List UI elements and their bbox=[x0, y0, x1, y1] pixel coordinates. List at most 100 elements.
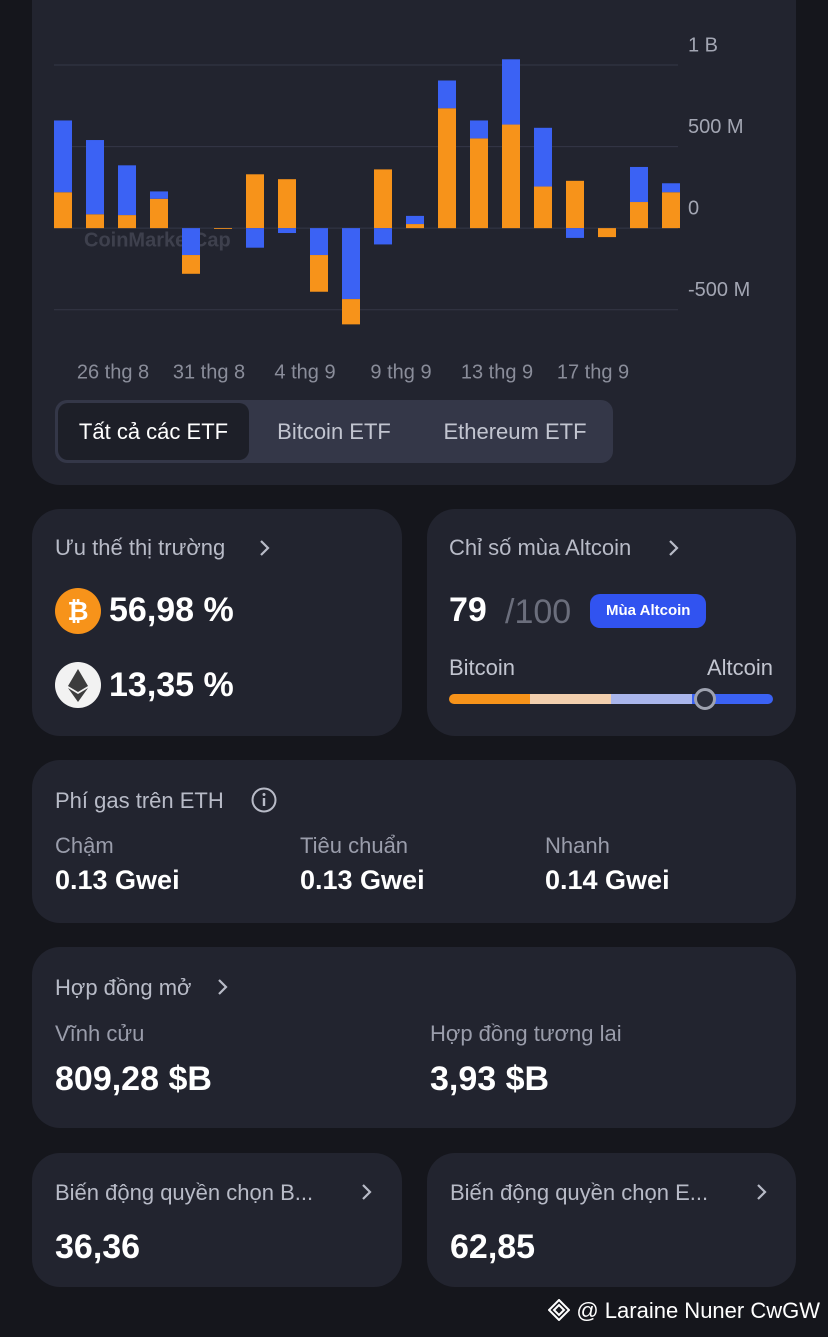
tab-bar: Tất cả các ETF Bitcoin ETF Ethereum ETF bbox=[55, 400, 613, 463]
card-title: Ưu thế thị trường bbox=[55, 535, 226, 560]
bar-segment bbox=[662, 192, 680, 229]
bar-segment bbox=[246, 228, 264, 248]
bar-segment bbox=[534, 127, 552, 187]
tab[interactable]: Bitcoin ETF bbox=[277, 419, 391, 444]
bar-segment bbox=[470, 120, 488, 139]
bar-segment bbox=[534, 186, 552, 229]
oi-label: Vĩnh cửu bbox=[55, 1021, 145, 1046]
card-title: Phí gas trên ETH bbox=[55, 788, 224, 813]
bar-segment bbox=[150, 198, 168, 229]
open-interest-card[interactable]: Hợp đồng mở Vĩnh cửu 809,28 $B Hợp đồng tư… bbox=[32, 947, 796, 1128]
bar-segment bbox=[502, 59, 520, 125]
x-tick-label: 9 thg 9 bbox=[370, 361, 431, 383]
x-tick-label: 26 thg 8 bbox=[77, 361, 149, 383]
tab[interactable]: Tất cả các ETF bbox=[58, 403, 249, 460]
gas-card: Phí gas trên ETH Chậm 0.13 Gwei Tiêu chuẩn… bbox=[32, 760, 796, 923]
bar-segment bbox=[182, 228, 200, 256]
chevron bbox=[757, 1184, 767, 1200]
credit: @ Laraine Nuner CwGW bbox=[547, 1298, 820, 1324]
svg-text:₿: ₿ bbox=[67, 596, 88, 626]
bar-segment bbox=[566, 228, 584, 238]
tab[interactable]: Ethereum ETF bbox=[443, 419, 587, 444]
bar-segment bbox=[278, 228, 296, 234]
chevron bbox=[260, 540, 270, 556]
gas-value: 0.13 Gwei bbox=[55, 865, 180, 895]
scale-left: Bitcoin bbox=[449, 655, 516, 680]
info-icon[interactable] bbox=[250, 786, 278, 814]
chevron bbox=[218, 979, 228, 995]
card-title: Hợp đồng mở bbox=[55, 975, 192, 1000]
bar-segment bbox=[406, 224, 424, 229]
etf-chart: CoinMarketCap 1 B 500 M 0 -500 M 26 thg 8 31 … bbox=[54, 34, 750, 383]
bar-segment bbox=[342, 299, 360, 325]
altcoin-max: /100 bbox=[505, 593, 572, 631]
oi-value: 809,28 $B bbox=[55, 1060, 212, 1098]
oi-value: 3,93 $B bbox=[430, 1060, 550, 1098]
gas-value: 0.14 Gwei bbox=[545, 865, 670, 895]
bar-segment bbox=[662, 183, 680, 193]
bar-segment bbox=[118, 215, 136, 229]
season-marker bbox=[693, 688, 716, 710]
season-badge: Mùa Altcoin bbox=[590, 594, 707, 628]
bar-segment bbox=[150, 191, 168, 199]
dominance-card[interactable]: Ưu thế thị trường ₿ 56,98 % 13,35 % bbox=[32, 509, 402, 736]
bar-segment bbox=[54, 192, 72, 229]
bar-segment bbox=[438, 108, 456, 229]
card-title: Biến động quyền chọn B... bbox=[55, 1180, 314, 1205]
bar-segment bbox=[54, 120, 72, 193]
options-card[interactable]: Biến động quyền chọn B... 36,36 bbox=[32, 1153, 402, 1287]
bar-segment bbox=[246, 174, 264, 229]
bar-segment bbox=[630, 202, 648, 229]
bar-segment bbox=[598, 228, 616, 238]
card-title: Biến động quyền chọn E... bbox=[450, 1180, 709, 1205]
altcoin-score: 79 bbox=[449, 591, 487, 629]
bar-segment bbox=[118, 165, 136, 216]
x-tick-label: 4 thg 9 bbox=[274, 361, 335, 383]
bar-segment bbox=[342, 228, 360, 300]
bar-segment bbox=[406, 215, 424, 225]
eth-dominance: 13,35 % bbox=[109, 666, 234, 704]
bar-segment bbox=[86, 140, 104, 215]
gas-label: Nhanh bbox=[545, 833, 610, 858]
bar-segment bbox=[374, 228, 392, 245]
x-tick-label: 31 thg 8 bbox=[173, 361, 245, 383]
bar-segment bbox=[310, 255, 328, 292]
bar-segment bbox=[630, 166, 648, 203]
bar-segment bbox=[374, 169, 392, 229]
gas-label: Tiêu chuẩn bbox=[300, 833, 409, 858]
card-title: Chỉ số mùa Altcoin bbox=[449, 535, 632, 560]
bar-segment bbox=[470, 138, 488, 229]
x-tick-label: 17 thg 9 bbox=[557, 361, 629, 383]
season-scale bbox=[449, 694, 773, 704]
oi-label: Hợp đồng tương lai bbox=[430, 1021, 622, 1046]
bar-segment bbox=[182, 255, 200, 274]
y-tick-label: 500 M bbox=[688, 116, 744, 138]
watermark: CoinMarketCap bbox=[84, 229, 231, 251]
gas-value: 0.13 Gwei bbox=[300, 865, 425, 895]
x-tick-label: 13 thg 9 bbox=[461, 361, 533, 383]
scale-right: Altcoin bbox=[706, 655, 773, 680]
options-value: 62,85 bbox=[450, 1228, 536, 1266]
y-tick-label: 0 bbox=[688, 197, 699, 219]
options-card[interactable]: Biến động quyền chọn E... 62,85 bbox=[427, 1153, 796, 1287]
eth-icon bbox=[55, 662, 101, 708]
credit-text: @ Laraine Nuner CwGW bbox=[576, 1298, 820, 1323]
y-tick-label: -500 M bbox=[688, 279, 750, 301]
bar-segment bbox=[502, 124, 520, 229]
bar-segment bbox=[86, 214, 104, 229]
altcoin-card[interactable]: Chỉ số mùa Altcoin 79 /100 Mùa Altcoin B… bbox=[427, 509, 796, 736]
btc-icon: ₿ bbox=[55, 588, 101, 634]
credit-icon bbox=[547, 1298, 571, 1322]
bar-segment bbox=[310, 228, 328, 256]
chevron bbox=[669, 540, 679, 556]
bar-segment bbox=[566, 180, 584, 229]
chevron bbox=[362, 1184, 372, 1200]
bar-segment bbox=[214, 228, 232, 229]
bar-segment bbox=[278, 179, 296, 229]
y-tick-label: 1 B bbox=[688, 34, 718, 56]
bar-segment bbox=[438, 80, 456, 109]
gas-label: Chậm bbox=[55, 833, 114, 858]
options-value: 36,36 bbox=[55, 1228, 141, 1266]
btc-dominance: 56,98 % bbox=[109, 591, 234, 629]
